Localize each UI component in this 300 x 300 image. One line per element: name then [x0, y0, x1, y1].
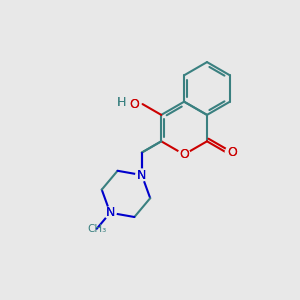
Text: H: H [117, 96, 126, 109]
Text: N: N [137, 169, 146, 182]
Text: O: O [179, 148, 189, 161]
Circle shape [136, 169, 148, 181]
Text: H: H [117, 96, 126, 109]
Circle shape [116, 97, 127, 108]
Text: N: N [106, 206, 115, 219]
Text: N: N [137, 169, 146, 182]
Text: CH₃: CH₃ [87, 224, 106, 234]
Text: O: O [227, 146, 237, 159]
Text: O: O [179, 148, 189, 161]
Text: O: O [227, 146, 237, 159]
Circle shape [178, 148, 190, 160]
Circle shape [128, 99, 140, 111]
Text: O: O [129, 98, 139, 111]
Text: N: N [106, 206, 115, 219]
Text: O: O [129, 98, 139, 111]
Circle shape [104, 207, 116, 219]
Circle shape [225, 146, 239, 159]
